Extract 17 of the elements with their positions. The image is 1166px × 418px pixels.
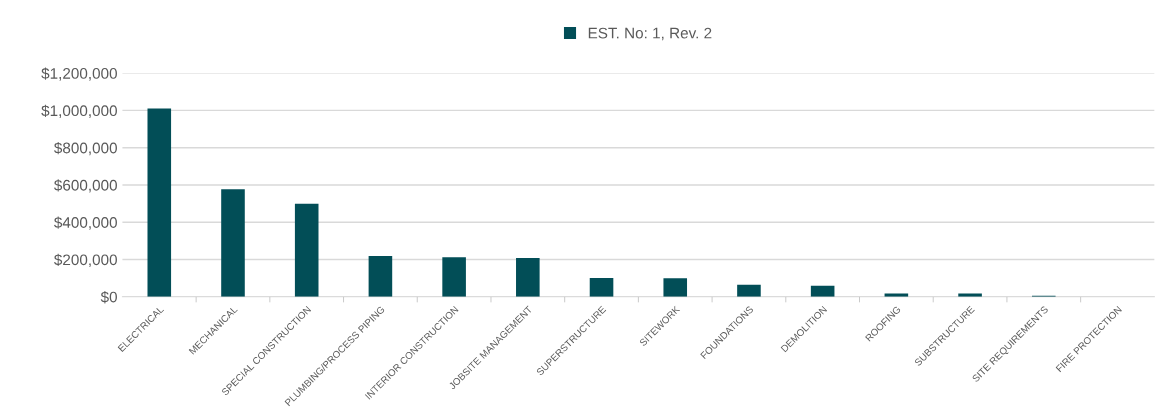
legend-label: EST. No: 1, Rev. 2	[588, 27, 712, 41]
bar	[516, 258, 540, 297]
y-tick-label: $1,200,000	[41, 67, 117, 81]
y-tick-label: $0	[100, 291, 117, 304]
bar	[442, 257, 466, 297]
bar	[589, 277, 614, 297]
y-tick-label: $1,000,000	[41, 104, 117, 118]
y-tick-label: $600,000	[54, 179, 117, 193]
bar	[221, 189, 245, 297]
bar	[294, 203, 319, 297]
bar	[368, 255, 393, 297]
y-tick-label: $800,000	[54, 141, 117, 156]
y-tick-label: $400,000	[54, 216, 117, 230]
bar	[147, 108, 172, 297]
y-tick-label: $200,000	[54, 253, 117, 267]
bar	[737, 284, 761, 297]
bar	[663, 278, 688, 297]
